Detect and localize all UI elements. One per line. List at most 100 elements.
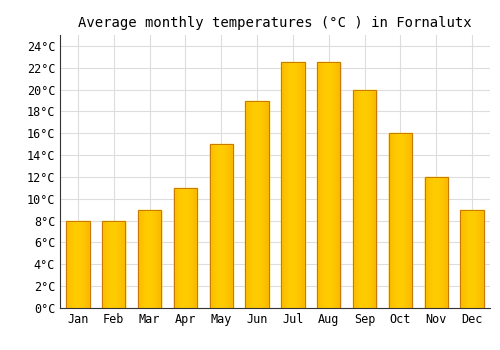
Bar [255, 100, 256, 308]
Bar [356, 90, 357, 308]
Bar [410, 133, 411, 308]
Bar [407, 133, 408, 308]
Bar [76, 220, 77, 308]
Bar [192, 188, 193, 308]
Bar [138, 210, 161, 308]
Bar [183, 188, 184, 308]
Bar [116, 220, 117, 308]
Bar [262, 100, 263, 308]
Bar [66, 220, 90, 308]
Bar [213, 144, 214, 308]
Bar [393, 133, 394, 308]
Bar [267, 100, 268, 308]
Bar [389, 133, 390, 308]
Bar [175, 188, 176, 308]
Bar [433, 177, 434, 308]
Bar [74, 220, 75, 308]
Bar [190, 188, 191, 308]
Bar [394, 133, 395, 308]
Bar [428, 177, 430, 308]
Bar [260, 100, 261, 308]
Bar [285, 62, 286, 308]
Bar [400, 133, 401, 308]
Bar [153, 210, 154, 308]
Bar [67, 220, 68, 308]
Bar [159, 210, 160, 308]
Bar [266, 100, 267, 308]
Bar [483, 210, 484, 308]
Bar [72, 220, 74, 308]
Bar [88, 220, 89, 308]
Bar [374, 90, 375, 308]
Bar [102, 220, 104, 308]
Bar [321, 62, 322, 308]
Bar [107, 220, 108, 308]
Bar [463, 210, 464, 308]
Bar [249, 100, 250, 308]
Bar [302, 62, 303, 308]
Bar [106, 220, 107, 308]
Bar [81, 220, 82, 308]
Bar [434, 177, 435, 308]
Bar [211, 144, 212, 308]
Bar [108, 220, 109, 308]
Bar [261, 100, 262, 308]
Bar [148, 210, 149, 308]
Bar [402, 133, 404, 308]
Bar [69, 220, 70, 308]
Bar [317, 62, 340, 308]
Bar [174, 188, 175, 308]
Bar [143, 210, 144, 308]
Bar [120, 220, 122, 308]
Bar [188, 188, 189, 308]
Bar [179, 188, 180, 308]
Bar [391, 133, 392, 308]
Bar [294, 62, 295, 308]
Bar [445, 177, 446, 308]
Bar [353, 90, 376, 308]
Bar [196, 188, 197, 308]
Bar [115, 220, 116, 308]
Bar [442, 177, 443, 308]
Bar [339, 62, 340, 308]
Bar [411, 133, 412, 308]
Bar [144, 210, 145, 308]
Bar [194, 188, 196, 308]
Bar [210, 144, 211, 308]
Bar [300, 62, 301, 308]
Bar [358, 90, 359, 308]
Bar [125, 220, 126, 308]
Bar [470, 210, 471, 308]
Bar [71, 220, 72, 308]
Bar [446, 177, 448, 308]
Bar [154, 210, 155, 308]
Bar [330, 62, 331, 308]
Bar [124, 220, 125, 308]
Bar [337, 62, 338, 308]
Bar [401, 133, 402, 308]
Bar [329, 62, 330, 308]
Bar [408, 133, 409, 308]
Bar [286, 62, 287, 308]
Bar [216, 144, 217, 308]
Bar [291, 62, 292, 308]
Bar [426, 177, 427, 308]
Bar [102, 220, 126, 308]
Bar [473, 210, 474, 308]
Bar [150, 210, 152, 308]
Bar [79, 220, 80, 308]
Bar [123, 220, 124, 308]
Bar [246, 100, 268, 308]
Bar [138, 210, 139, 308]
Bar [228, 144, 229, 308]
Bar [184, 188, 185, 308]
Bar [468, 210, 469, 308]
Bar [462, 210, 463, 308]
Bar [476, 210, 478, 308]
Bar [83, 220, 84, 308]
Bar [366, 90, 367, 308]
Bar [440, 177, 441, 308]
Bar [214, 144, 215, 308]
Bar [70, 220, 71, 308]
Bar [146, 210, 148, 308]
